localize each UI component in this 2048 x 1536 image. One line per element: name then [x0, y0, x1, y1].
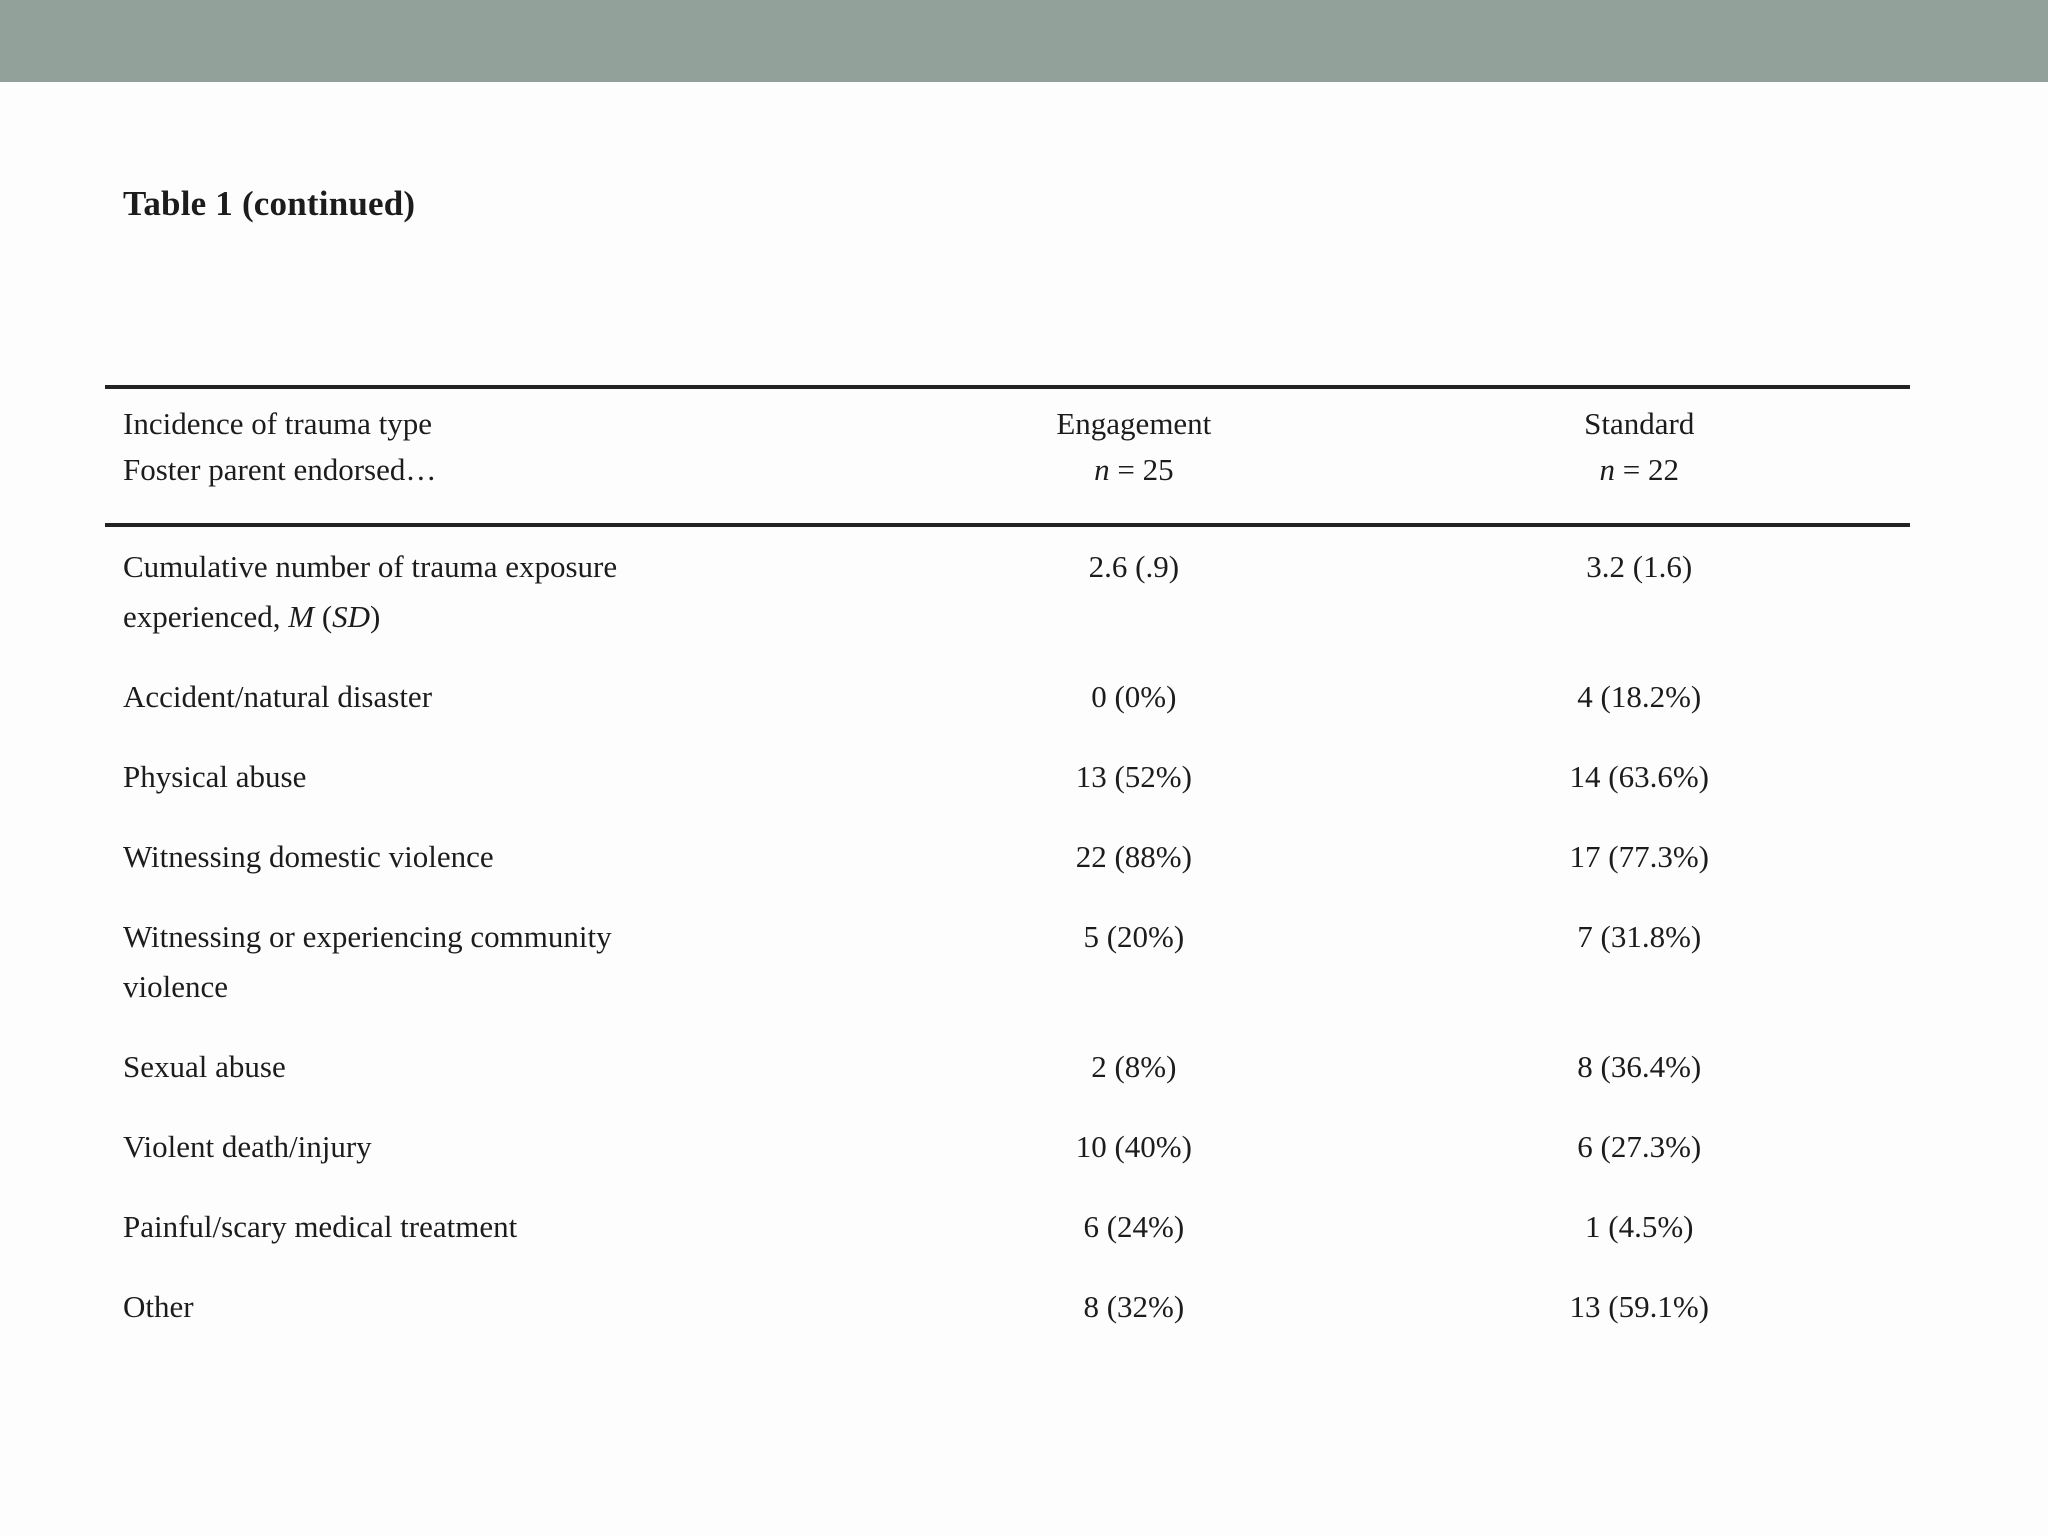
row-label-line1: Accident/natural disaster — [123, 679, 433, 714]
table-row: Sexual abuse 2 (8%) 8 (36.4%) — [105, 1027, 1910, 1107]
table-row: Other 8 (32%) 13 (59.1%) — [105, 1267, 1910, 1347]
engagement-value-cell: 8 (32%) — [1083, 1289, 1185, 1324]
table-row: Painful/scary medical treatment 6 (24%) … — [105, 1187, 1910, 1267]
row-label-line2: violence — [123, 969, 229, 1004]
header-standard-n: n = 22 — [1368, 447, 1910, 493]
standard-value-cell: 6 (27.3%) — [1577, 1129, 1702, 1164]
standard-value-cell: 14 (63.6%) — [1569, 759, 1709, 794]
row-label-line1: Physical abuse — [123, 759, 307, 794]
row-label-cell: Sexual abuse — [105, 1027, 899, 1107]
table-1-continued: Incidence of trauma type Foster parent e… — [105, 385, 1910, 1347]
trauma-incidence-table: Incidence of trauma type Foster parent e… — [105, 385, 1910, 1347]
row-label-line1: Sexual abuse — [123, 1049, 286, 1084]
row-label-line1: Other — [123, 1289, 194, 1324]
header-cell-trauma-type: Incidence of trauma type Foster parent e… — [105, 387, 900, 527]
table-row: Accident/natural disaster 0 (0%) 4 (18.2… — [105, 657, 1910, 737]
standard-value-cell: 7 (31.8%) — [1577, 919, 1702, 954]
row-label-cell: Cumulative number of trauma exposure exp… — [105, 525, 899, 657]
label-text: ( — [314, 599, 333, 634]
label-text: experienced, — [123, 599, 289, 634]
engagement-value-cell: 10 (40%) — [1075, 1129, 1192, 1164]
standard-value-cell: 13 (59.1%) — [1569, 1289, 1709, 1324]
header-standard-label: Standard — [1584, 406, 1695, 441]
row-label-line2: experienced, M (SD) — [123, 592, 899, 642]
row-label-cell: Violent death/injury — [105, 1107, 899, 1187]
header-trauma-type-line2: Foster parent endorsed… — [123, 452, 437, 487]
row-label-line1: Violent death/injury — [123, 1129, 372, 1164]
row-label-cell: Witnessing domestic violence — [105, 817, 899, 897]
row-label-line1: Cumulative number of trauma exposure — [123, 549, 618, 584]
row-label-line1: Witnessing or experiencing community — [123, 919, 612, 954]
n-label: n — [1599, 452, 1616, 487]
row-label-cell: Physical abuse — [105, 737, 899, 817]
header-trauma-type-line1: Incidence of trauma type — [123, 406, 432, 441]
header-cell-engagement: Engagement n = 25 — [899, 387, 1369, 527]
row-label-cell: Accident/natural disaster — [105, 657, 899, 737]
label-text: ) — [370, 599, 381, 634]
standard-value-cell: 1 (4.5%) — [1585, 1209, 1694, 1244]
standard-value-cell: 4 (18.2%) — [1577, 679, 1702, 714]
n-label: n — [1094, 452, 1110, 487]
standard-value-cell: 3.2 (1.6) — [1586, 549, 1693, 584]
standard-value-cell: 8 (36.4%) — [1577, 1049, 1702, 1084]
table-header-row: Incidence of trauma type Foster parent e… — [105, 387, 1910, 527]
engagement-value-cell: 6 (24%) — [1083, 1209, 1185, 1244]
slide-accent-bar — [0, 0, 2048, 82]
engagement-value-cell: 2.6 (.9) — [1088, 549, 1180, 584]
row-label-cell: Painful/scary medical treatment — [105, 1187, 899, 1267]
row-label-line1: Painful/scary medical treatment — [123, 1209, 518, 1244]
row-label-line1: Witnessing domestic violence — [123, 839, 494, 874]
stat-symbol: SD — [332, 599, 371, 634]
table-row: Cumulative number of trauma exposure exp… — [105, 525, 1910, 657]
header-engagement-n: n = 25 — [899, 447, 1368, 493]
table-row: Witnessing domestic violence 22 (88%) 17… — [105, 817, 1910, 897]
engagement-value-cell: 5 (20%) — [1083, 919, 1185, 954]
header-cell-standard: Standard n = 22 — [1368, 387, 1910, 527]
engagement-value-cell: 13 (52%) — [1075, 759, 1192, 794]
stat-symbol: M — [288, 599, 315, 634]
table-row: Violent death/injury 10 (40%) 6 (27.3%) — [105, 1107, 1910, 1187]
header-engagement-label: Engagement — [1056, 406, 1212, 441]
row-label-cell: Other — [105, 1267, 899, 1347]
table-row: Witnessing or experiencing community vio… — [105, 897, 1910, 1027]
table-row: Physical abuse 13 (52%) 14 (63.6%) — [105, 737, 1910, 817]
n-value: = 22 — [1615, 452, 1679, 487]
row-label-cell: Witnessing or experiencing community vio… — [105, 897, 899, 1027]
engagement-value-cell: 2 (8%) — [1091, 1049, 1177, 1084]
n-value: = 25 — [1109, 452, 1174, 487]
standard-value-cell: 17 (77.3%) — [1569, 839, 1709, 874]
engagement-value-cell: 0 (0%) — [1091, 679, 1177, 714]
table-title: Table 1 (continued) — [123, 184, 416, 223]
engagement-value-cell: 22 (88%) — [1075, 839, 1192, 874]
